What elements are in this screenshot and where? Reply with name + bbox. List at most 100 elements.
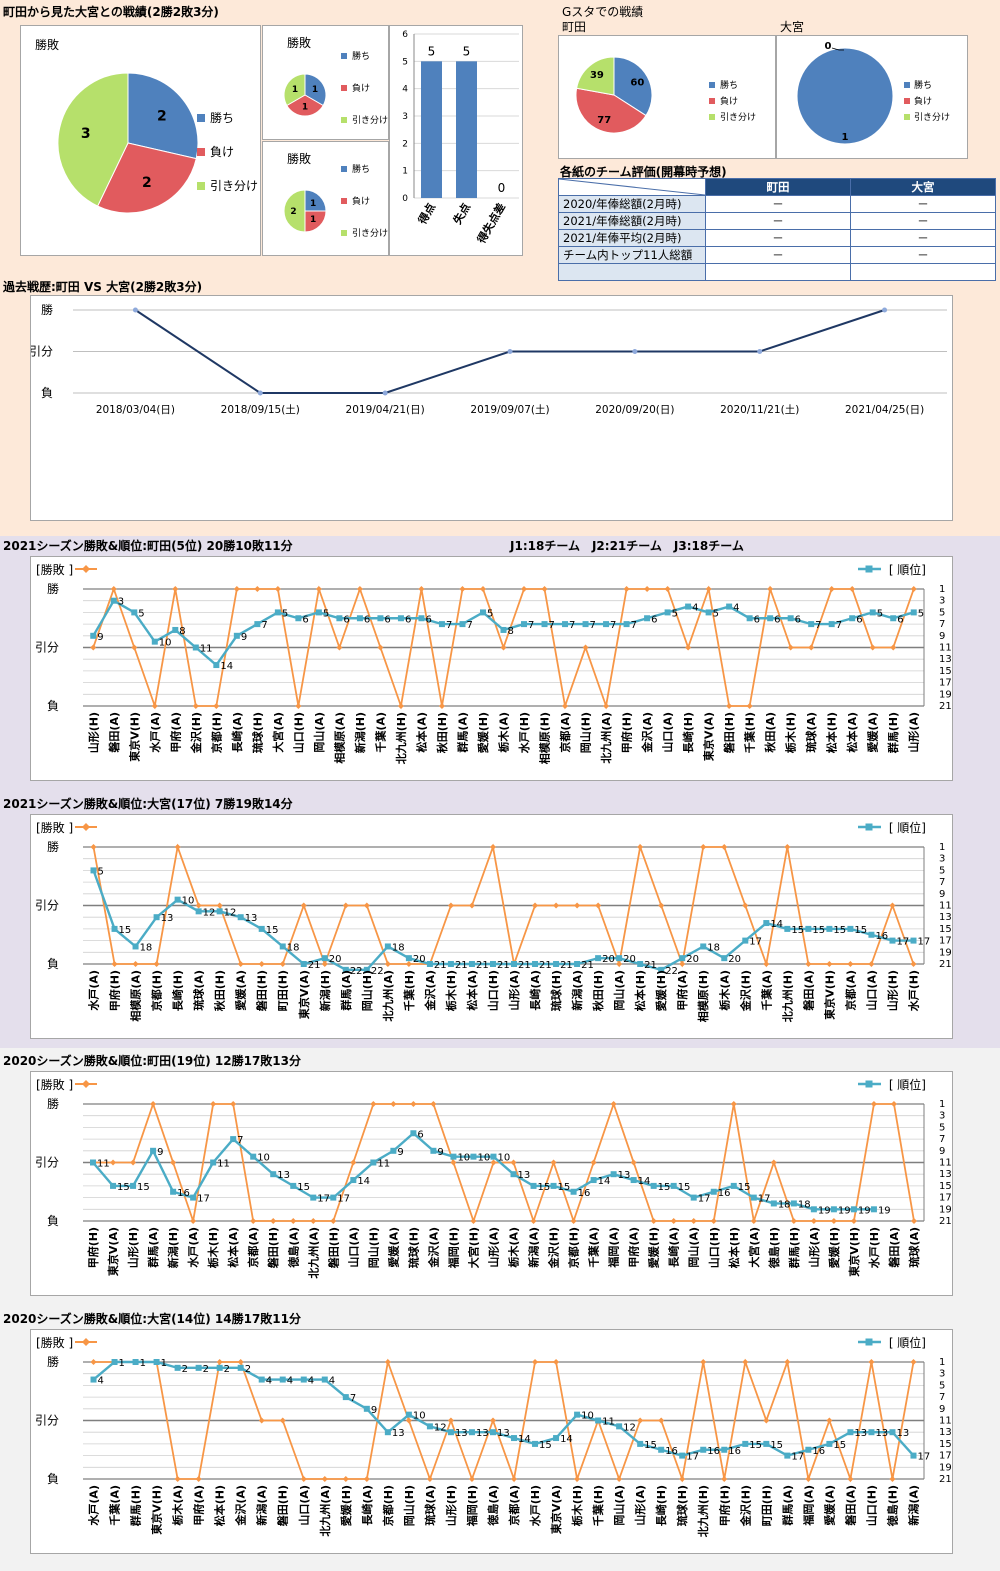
rank-tick-label: 9 bbox=[939, 889, 945, 900]
rank-tick-label: 21 bbox=[939, 1474, 952, 1485]
eval-row-label bbox=[558, 263, 706, 281]
pie-slice-lose bbox=[575, 87, 647, 134]
rank-tick-label: 19 bbox=[939, 689, 952, 700]
result-point bbox=[132, 961, 139, 967]
history-point bbox=[382, 390, 388, 396]
rank-line bbox=[92, 1131, 874, 1211]
result-point bbox=[889, 1476, 896, 1482]
rank-data-label: 21 bbox=[539, 960, 552, 971]
rank-point bbox=[397, 615, 404, 622]
match-category-label: 栃木(A) bbox=[497, 712, 511, 753]
rank-point bbox=[342, 1394, 349, 1401]
rank-data-label: 22 bbox=[371, 966, 384, 977]
rank-data-label: 9 bbox=[241, 632, 247, 643]
rank-data-label: 21 bbox=[455, 960, 468, 971]
pie-data-label: 2 bbox=[290, 207, 296, 217]
rank-data-label: 14 bbox=[518, 1434, 531, 1445]
rank-data-label: 13 bbox=[875, 1428, 888, 1439]
result-point bbox=[490, 1159, 497, 1166]
match-category-label: 栃木(H) bbox=[444, 970, 458, 1011]
rank-point bbox=[623, 621, 630, 628]
legend-swatch-draw bbox=[341, 230, 347, 236]
result-point bbox=[787, 644, 794, 651]
gsta-omiya-label: 大宮 bbox=[780, 20, 805, 34]
rank-point bbox=[850, 1206, 857, 1213]
history-y-label: 勝 bbox=[41, 302, 53, 317]
match-category-label: 福岡(H) bbox=[465, 1485, 479, 1527]
match-category-label: 栃木(A) bbox=[171, 1485, 185, 1526]
rank-data-label: 15 bbox=[297, 1182, 310, 1193]
rank-data-label: 11 bbox=[97, 1159, 110, 1170]
match-category-label: 福岡(A) bbox=[801, 1485, 815, 1527]
rank-data-label: 9 bbox=[371, 1405, 377, 1416]
rank-point bbox=[595, 1417, 602, 1424]
result-point bbox=[616, 1476, 623, 1482]
rank-point bbox=[216, 1364, 223, 1371]
match-category-label: 山形(A) bbox=[486, 1227, 500, 1268]
result-point bbox=[230, 1101, 237, 1107]
result-point bbox=[510, 1159, 517, 1166]
result-point bbox=[582, 644, 589, 651]
legend-label-lose: 負け bbox=[352, 82, 370, 94]
legend-label-draw: 引き分け bbox=[720, 112, 756, 123]
result-y-label: 負 bbox=[47, 957, 59, 971]
rank-point bbox=[790, 1200, 797, 1207]
rank-point bbox=[258, 1376, 265, 1383]
rank-data-label: 17 bbox=[917, 937, 930, 948]
rank-data-label: 7 bbox=[610, 620, 616, 631]
rank-point bbox=[784, 925, 791, 932]
match-category-label: 福岡(H) bbox=[446, 1227, 460, 1269]
match-category-label: 長崎(H) bbox=[171, 970, 185, 1011]
result-point bbox=[730, 1101, 737, 1107]
match-category-label: 群馬(H) bbox=[886, 712, 900, 754]
match-category-label: 松本(A) bbox=[845, 712, 859, 753]
rank-point bbox=[742, 1440, 749, 1447]
match-category-label: 新潟(H) bbox=[318, 970, 332, 1011]
rank-point bbox=[479, 609, 486, 616]
match-category-label: 徳島(A) bbox=[486, 1485, 500, 1527]
rank-tick-label: 13 bbox=[939, 654, 952, 665]
rank-point bbox=[172, 626, 179, 633]
rank-tick-label: 13 bbox=[939, 912, 952, 923]
rank-data-label: 6 bbox=[417, 1129, 423, 1140]
eval-row: チーム内トップ11人総額－－ bbox=[558, 246, 996, 264]
rank-point bbox=[490, 1153, 497, 1160]
result-point bbox=[410, 1101, 417, 1107]
rank-data-label: 20 bbox=[602, 954, 615, 965]
legend-label-win: 勝ち bbox=[210, 110, 234, 125]
result-point bbox=[336, 644, 343, 651]
match-category-label: 岡山(H) bbox=[579, 712, 593, 753]
rank-data-label: 5 bbox=[323, 608, 329, 619]
rank-point bbox=[90, 867, 97, 874]
rank-tick-label: 13 bbox=[939, 1427, 952, 1438]
rank-point bbox=[511, 1435, 518, 1442]
rank-point bbox=[726, 603, 733, 610]
result-point bbox=[828, 586, 835, 592]
match-category-label: 千葉(H) bbox=[591, 1485, 605, 1526]
rank-point bbox=[174, 1364, 181, 1371]
match-category-label: 琉球(A) bbox=[192, 970, 206, 1011]
gsta-title: Gスタでの戦績 bbox=[562, 5, 644, 19]
rank-tick-label: 17 bbox=[939, 1193, 952, 1204]
match-category-label: 町田(H) bbox=[760, 1485, 773, 1526]
result-point bbox=[574, 902, 581, 909]
match-category-label: 金沢(A) bbox=[423, 970, 437, 1012]
eval-value-omiya: － bbox=[850, 195, 996, 213]
season-title-4: 2020シーズン勝敗&順位:大宮(14位) 14勝17敗11分 bbox=[3, 1312, 302, 1326]
rank-point bbox=[658, 966, 665, 973]
rank-data-label: 13 bbox=[476, 1428, 489, 1439]
legend-swatch-lose bbox=[197, 148, 205, 156]
rank-data-label: 17 bbox=[337, 1194, 350, 1205]
result-point bbox=[742, 1359, 749, 1365]
pie-data-label: 3 bbox=[81, 126, 91, 142]
result-point bbox=[110, 586, 117, 592]
match-category-label: 山口(A) bbox=[661, 712, 675, 753]
rank-data-label: 5 bbox=[138, 608, 144, 619]
rank-point bbox=[868, 931, 875, 938]
rank-data-label: 17 bbox=[698, 1194, 711, 1205]
result-point bbox=[790, 1218, 797, 1224]
result-point bbox=[808, 644, 815, 651]
match-category-label: 山形(A) bbox=[807, 1227, 821, 1268]
